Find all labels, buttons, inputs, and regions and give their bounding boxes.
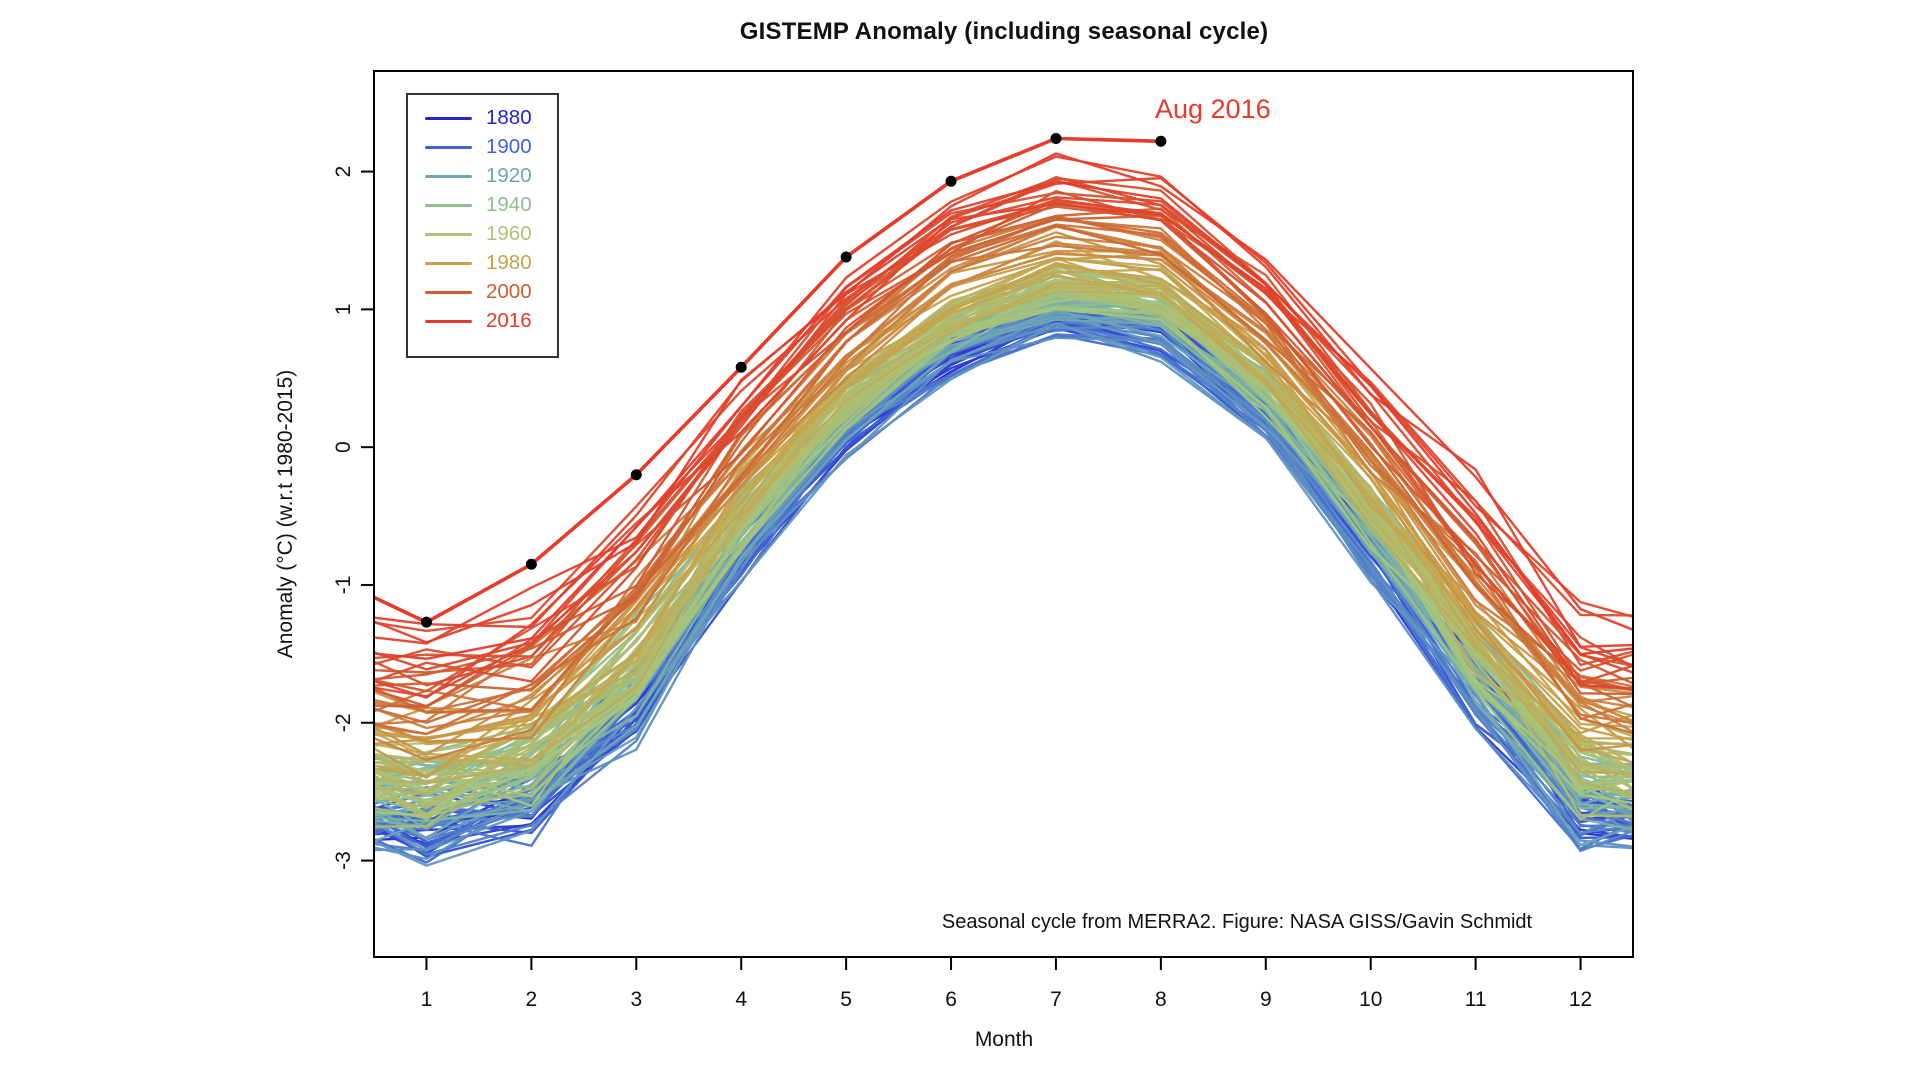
series-2016-marker — [840, 251, 852, 263]
x-tick-label: 6 — [945, 988, 957, 1011]
legend-row-1980: 1980 — [408, 249, 557, 278]
x-tick-label: 8 — [1155, 988, 1167, 1011]
x-tick-label: 2 — [526, 988, 538, 1011]
aug-2016-annotation: Aug 2016 — [1155, 94, 1271, 124]
legend-label: 1940 — [486, 193, 532, 217]
x-tick-label: 10 — [1359, 988, 1382, 1011]
year-line — [374, 282, 1633, 761]
year-line — [374, 196, 1633, 698]
year-line — [374, 176, 1633, 629]
year-line — [374, 180, 1633, 660]
series-2016-marker — [525, 558, 537, 570]
x-axis-label: Month — [974, 1028, 1034, 1051]
legend-label: 2000 — [486, 280, 532, 304]
legend-line-swatch — [425, 290, 472, 295]
legend-row-1900: 1900 — [408, 133, 557, 162]
year-line — [374, 199, 1633, 672]
series-2016-marker — [630, 469, 642, 481]
year-line — [374, 198, 1633, 671]
x-tick-label: 12 — [1569, 988, 1592, 1011]
year-line — [374, 264, 1633, 739]
x-tick-label: 3 — [630, 988, 642, 1011]
legend-line-swatch — [425, 203, 472, 208]
legend-label: 1920 — [486, 164, 532, 188]
legend-line-swatch — [425, 261, 472, 266]
legend-row-1880: 1880 — [408, 104, 557, 133]
legend-line-swatch — [425, 116, 472, 121]
y-tick-label: 1 — [332, 304, 355, 316]
year-line — [374, 175, 1633, 633]
chart-title: GISTEMP Anomaly (including seasonal cycl… — [739, 18, 1269, 45]
year-line — [374, 218, 1633, 726]
legend: 1880 1900 1920 1940 1960 1980 2000 2016 — [406, 93, 559, 358]
legend-label: 1880 — [486, 106, 532, 130]
year-line — [374, 152, 1633, 644]
y-tick-label: -2 — [332, 713, 355, 732]
y-tick-label: 2 — [332, 166, 355, 178]
legend-label: 2016 — [486, 309, 532, 333]
legend-row-2000: 2000 — [408, 278, 557, 307]
legend-row-1920: 1920 — [408, 162, 557, 191]
x-tick-label: 1 — [421, 988, 433, 1011]
y-tick-label: 0 — [332, 441, 355, 453]
series-2016-marker — [1155, 135, 1167, 147]
legend-line-swatch — [425, 232, 472, 237]
x-tick-label: 5 — [840, 988, 852, 1011]
series-2016-marker — [735, 361, 747, 373]
year-line — [374, 207, 1633, 692]
legend-line-swatch — [425, 174, 472, 179]
legend-row-1940: 1940 — [408, 191, 557, 220]
year-line — [374, 268, 1633, 777]
y-tick-label: -3 — [332, 851, 355, 870]
legend-label: 1900 — [486, 135, 532, 159]
plot-border — [373, 70, 1634, 958]
x-tick-label: 7 — [1050, 988, 1062, 1011]
legend-line-swatch — [425, 319, 472, 324]
x-tick-label: 4 — [735, 988, 747, 1011]
y-axis-label: Anomaly (°C) (w.r.t 1980-2015) — [274, 369, 297, 659]
year-line — [374, 252, 1633, 742]
y-tick-label: -1 — [332, 576, 355, 595]
series-2016-marker — [420, 616, 432, 628]
legend-row-2016: 2016 — [408, 307, 557, 336]
year-line — [374, 294, 1633, 794]
legend-label: 1980 — [486, 251, 532, 275]
x-tick-label: 9 — [1260, 988, 1272, 1011]
legend-label: 1960 — [486, 222, 532, 246]
series-2016-marker — [1050, 133, 1062, 145]
year-line — [374, 249, 1633, 735]
source-footnote: Seasonal cycle from MERRA2. Figure: NASA… — [941, 911, 1533, 933]
series-2016-marker — [945, 175, 957, 187]
legend-row-1960: 1960 — [408, 220, 557, 249]
legend-line-swatch — [425, 145, 472, 150]
x-tick-label: 11 — [1465, 988, 1487, 1011]
